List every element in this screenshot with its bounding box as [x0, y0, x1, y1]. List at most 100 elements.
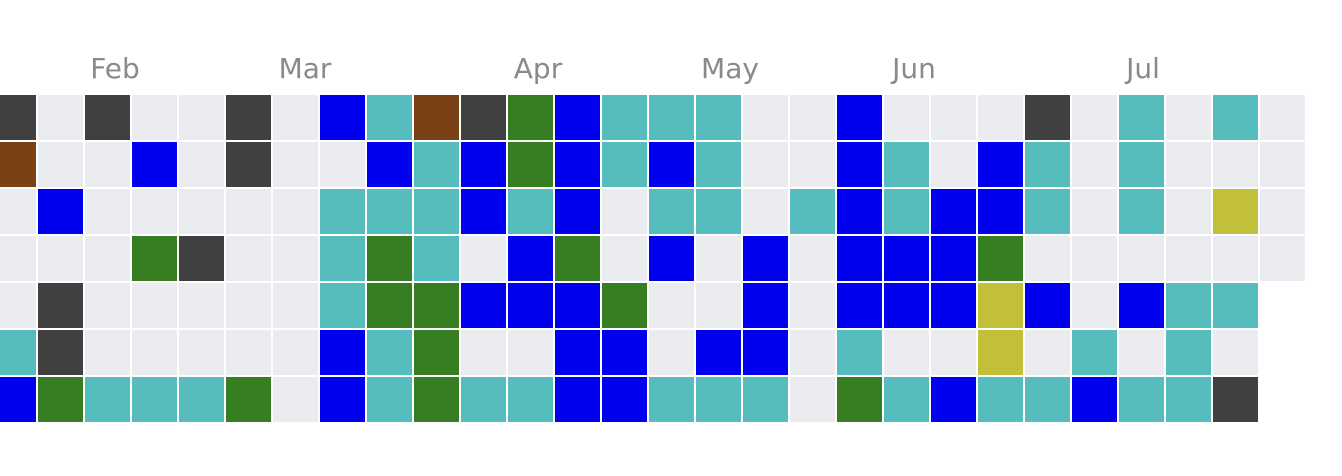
- day-cell: [1213, 377, 1258, 422]
- day-cell: [85, 142, 130, 187]
- day-cell: [414, 189, 459, 234]
- day-cell: [1213, 189, 1258, 234]
- day-cell: [696, 189, 741, 234]
- day-cell: [38, 330, 83, 375]
- day-cell: [367, 189, 412, 234]
- day-cell: [414, 283, 459, 328]
- day-cell: [1025, 330, 1070, 375]
- day-cell: [273, 283, 318, 328]
- day-cell: [696, 283, 741, 328]
- day-cell: [884, 330, 929, 375]
- day-cell: [461, 283, 506, 328]
- day-cell: [1260, 189, 1305, 234]
- day-cell: [367, 377, 412, 422]
- day-cell: [978, 236, 1023, 281]
- day-cell: [837, 189, 882, 234]
- day-cell: [931, 330, 976, 375]
- day-cell: [1119, 142, 1164, 187]
- day-cell: [1166, 189, 1211, 234]
- day-cell: [743, 377, 788, 422]
- day-cell: [978, 95, 1023, 140]
- day-cell: [85, 189, 130, 234]
- day-cell: [1260, 95, 1305, 140]
- day-cell: [649, 377, 694, 422]
- day-cell: [649, 283, 694, 328]
- day-cell: [1213, 236, 1258, 281]
- month-label: May: [701, 52, 759, 85]
- day-cell: [602, 283, 647, 328]
- day-cell: [696, 377, 741, 422]
- day-cell: [367, 95, 412, 140]
- day-cell: [273, 142, 318, 187]
- day-cell: [508, 377, 553, 422]
- day-cell: [649, 189, 694, 234]
- day-cell: [743, 189, 788, 234]
- day-cell: [1072, 236, 1117, 281]
- day-cell: [743, 330, 788, 375]
- day-cell: [38, 142, 83, 187]
- day-cell: [884, 95, 929, 140]
- day-cell: [461, 330, 506, 375]
- day-cell: [884, 236, 929, 281]
- day-cell: [1166, 142, 1211, 187]
- day-cell: [273, 330, 318, 375]
- day-cell: [320, 95, 365, 140]
- day-cell: [179, 236, 224, 281]
- month-label: Apr: [514, 52, 563, 85]
- day-cell: [38, 377, 83, 422]
- day-cell: [1119, 236, 1164, 281]
- day-cell: [837, 236, 882, 281]
- day-cell: [273, 95, 318, 140]
- day-cell: [555, 377, 600, 422]
- day-cell: [555, 189, 600, 234]
- day-cell: [508, 142, 553, 187]
- day-cell: [85, 330, 130, 375]
- day-cell: [743, 142, 788, 187]
- day-cell: [790, 236, 835, 281]
- day-cell: [743, 236, 788, 281]
- day-cell: [226, 142, 271, 187]
- day-cell: [1260, 236, 1305, 281]
- day-cell: [461, 142, 506, 187]
- day-cell: [461, 95, 506, 140]
- day-cell: [1119, 377, 1164, 422]
- day-cell: [790, 283, 835, 328]
- day-cell: [414, 142, 459, 187]
- day-cell: [179, 330, 224, 375]
- day-cell: [931, 95, 976, 140]
- day-cell: [0, 330, 36, 375]
- day-cell: [226, 330, 271, 375]
- day-cell: [461, 377, 506, 422]
- day-cell: [555, 142, 600, 187]
- day-cell: [179, 283, 224, 328]
- day-cell: [0, 142, 36, 187]
- day-cell: [884, 142, 929, 187]
- day-cell: [226, 95, 271, 140]
- day-cell: [1166, 330, 1211, 375]
- day-cell: [179, 377, 224, 422]
- day-cell: [273, 377, 318, 422]
- day-cell: [602, 236, 647, 281]
- day-cell: [978, 189, 1023, 234]
- day-cell: [743, 283, 788, 328]
- day-cell: [0, 189, 36, 234]
- day-cell: [602, 142, 647, 187]
- day-cell: [602, 330, 647, 375]
- day-cell: [132, 95, 177, 140]
- month-label: Jul: [1124, 52, 1160, 85]
- day-cell: [461, 236, 506, 281]
- day-cell: [1119, 330, 1164, 375]
- day-cell: [1119, 189, 1164, 234]
- day-cell: [320, 189, 365, 234]
- day-cell: [85, 236, 130, 281]
- day-cell: [884, 377, 929, 422]
- day-cell: [1025, 377, 1070, 422]
- day-cell: [132, 283, 177, 328]
- day-cell: [555, 236, 600, 281]
- day-cell: [696, 95, 741, 140]
- day-cell: [132, 142, 177, 187]
- day-cell: [696, 142, 741, 187]
- day-cell: [508, 189, 553, 234]
- day-cell: [0, 95, 36, 140]
- day-cell: [414, 95, 459, 140]
